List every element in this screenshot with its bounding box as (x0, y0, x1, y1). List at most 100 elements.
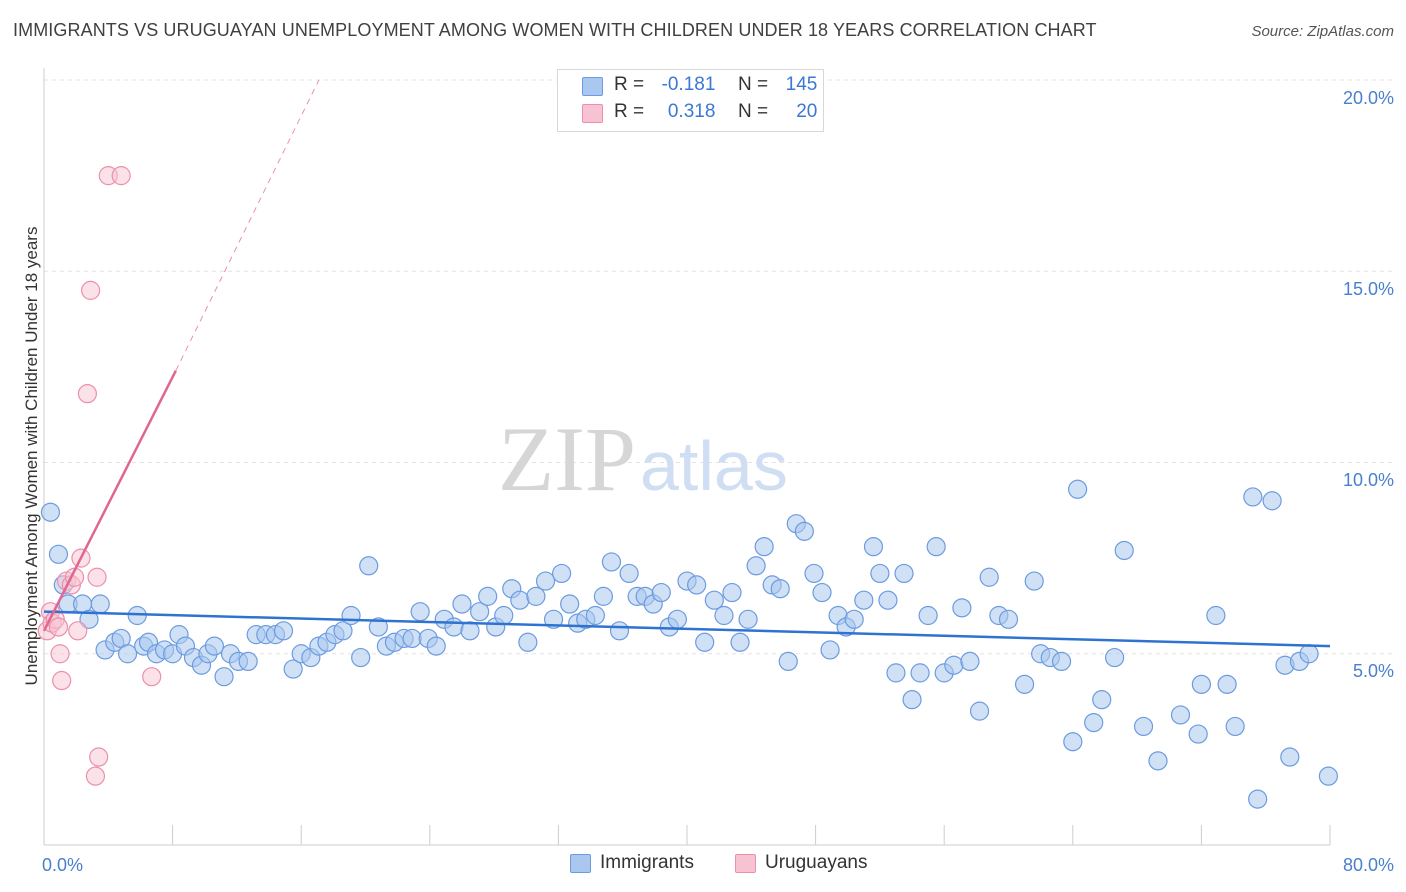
immigrants-legend-label: Immigrants (600, 852, 694, 873)
legend-n-value: 20 (796, 101, 818, 122)
uruguayans-legend-swatch (735, 854, 756, 873)
immigrants-point (79, 609, 99, 629)
immigrants-point (854, 590, 874, 610)
immigrants-point (1148, 751, 1168, 771)
immigrants-point (1243, 487, 1263, 507)
uruguayans-point (68, 621, 88, 641)
immigrants-point (695, 632, 715, 652)
immigrants-point (1114, 540, 1134, 561)
y-tick-label-20: 20.0% (1343, 88, 1394, 108)
y-tick-label-10: 10.0% (1343, 470, 1394, 490)
immigrants-point (754, 537, 774, 557)
immigrants-point (651, 582, 671, 603)
immigrants-point (812, 582, 832, 603)
immigrants-point (585, 605, 605, 626)
immigrants-point (952, 598, 972, 618)
immigrants-point (552, 563, 572, 584)
immigrants-point (214, 667, 234, 687)
immigrants-point (1262, 491, 1282, 511)
uruguayans-point (50, 644, 70, 664)
immigrants-point (1051, 651, 1072, 672)
immigrants-point (48, 544, 69, 564)
legend-r-label: R = (614, 101, 645, 122)
immigrants-point (470, 602, 490, 622)
immigrants-point (870, 563, 890, 584)
immigrants-point (960, 651, 980, 672)
immigrants-point (1225, 716, 1245, 737)
immigrants-point (1318, 766, 1338, 786)
uruguayans-point (87, 567, 107, 587)
uruguayans-trend-extension (175, 79, 320, 371)
immigrants-point (844, 609, 864, 629)
watermark-atlas: atlas (640, 427, 788, 505)
immigrants-point (494, 605, 514, 626)
immigrants-point (510, 590, 530, 610)
immigrants-point (460, 621, 480, 641)
correlation-legend: R = -0.181 N = 145 R = 0.318 N = 20 (557, 69, 824, 132)
uruguayans-point (77, 384, 98, 404)
immigrants-point (535, 571, 556, 591)
immigrants-point (368, 617, 388, 637)
immigrants-point (1063, 732, 1083, 752)
y-tick-label-5: 5.0% (1353, 661, 1394, 681)
immigrants-point (283, 659, 303, 679)
immigrants-point (426, 636, 446, 656)
uruguayans-swatch (582, 104, 603, 123)
y-tick-label-15: 15.0% (1343, 279, 1394, 299)
immigrants-point (794, 521, 814, 541)
immigrants-point (619, 563, 639, 584)
immigrants-point (979, 567, 999, 587)
immigrants-point (730, 632, 750, 652)
axes (43, 68, 1331, 846)
immigrants-point (444, 617, 464, 637)
immigrants-point (478, 586, 498, 606)
immigrants-point (746, 556, 766, 576)
immigrants-swatch (582, 77, 603, 96)
immigrants-point (1280, 747, 1300, 767)
uruguayans-point (111, 166, 131, 186)
immigrants-point (667, 609, 687, 629)
immigrants-point (526, 586, 546, 606)
immigrants-point (778, 651, 798, 672)
immigrants-point (687, 575, 707, 595)
legend-r-value: -0.181 (661, 74, 716, 95)
immigrants-point (402, 628, 422, 649)
immigrants-point (918, 605, 938, 626)
immigrants-point (1299, 644, 1319, 664)
immigrants-point (902, 690, 922, 710)
uruguayans-point (52, 670, 72, 691)
immigrants-point (117, 644, 138, 664)
immigrants-point (560, 594, 580, 614)
legend-n-label: N = (737, 101, 769, 122)
immigrants-point (878, 590, 898, 610)
immigrants-point (910, 663, 930, 683)
uruguayans-legend-label: Uruguayans (765, 852, 868, 873)
immigrants-point (894, 563, 914, 584)
immigrants-point (1217, 674, 1237, 694)
immigrants-point (738, 609, 758, 629)
immigrants-point (238, 651, 258, 672)
immigrants-points (40, 479, 1338, 809)
immigrants-point (452, 594, 472, 614)
immigrants-legend-swatch (570, 854, 591, 873)
immigrants-point (333, 621, 353, 641)
immigrants-point (1084, 712, 1104, 733)
immigrants-point (1014, 674, 1035, 694)
immigrants-point (1104, 647, 1125, 668)
immigrants-point (1133, 716, 1154, 737)
immigrants-point (609, 621, 630, 641)
immigrants-point (40, 502, 61, 522)
immigrants-point (1191, 674, 1212, 694)
immigrants-point (770, 579, 790, 599)
immigrants-point (820, 640, 840, 660)
trend-lines (42, 79, 1331, 648)
immigrants-point (926, 537, 946, 557)
legend-r-label: R = (614, 74, 645, 95)
immigrants-point (714, 605, 734, 626)
immigrants-point (341, 605, 361, 626)
uruguayans-points (37, 166, 162, 786)
immigrants-point (998, 609, 1019, 629)
immigrants-trend-line (43, 610, 1331, 648)
immigrants-point (1170, 705, 1191, 725)
